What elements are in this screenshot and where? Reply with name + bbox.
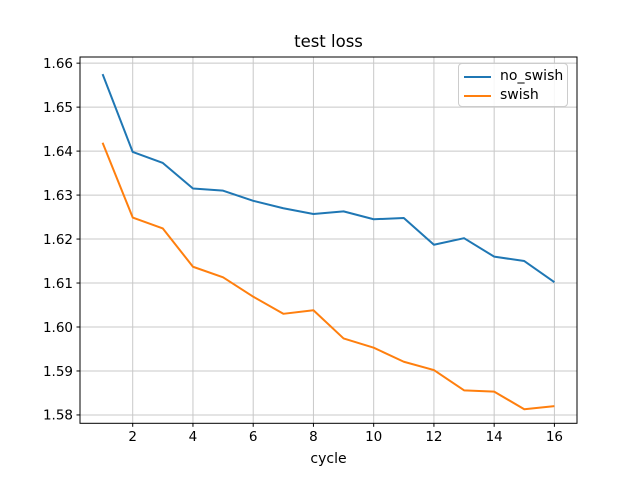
y-tick-label: 1.62 — [43, 232, 73, 248]
x-tick-label: 10 — [365, 429, 382, 445]
legend-label-no-swish: no_swish — [500, 68, 564, 84]
legend: no_swish swish — [458, 63, 568, 107]
series-line-swish — [101, 142, 555, 411]
legend-line-sample-swish — [464, 94, 491, 97]
x-tick-label: 8 — [309, 429, 318, 445]
y-tick-label: 1.64 — [43, 144, 73, 160]
x-axis-label: cycle — [310, 451, 347, 467]
x-tick-label: 4 — [189, 429, 198, 445]
x-tick-label: 2 — [128, 429, 137, 445]
y-tick-label: 1.61 — [43, 276, 73, 292]
y-tick-label: 1.66 — [43, 56, 73, 72]
y-tick-label: 1.58 — [43, 408, 73, 424]
legend-entry-no-swish: no_swish — [464, 67, 567, 86]
y-tick-label: 1.59 — [43, 364, 73, 380]
x-tick-label: 12 — [425, 429, 442, 445]
legend-entry-swish: swish — [464, 86, 567, 105]
y-tick-label: 1.60 — [43, 320, 73, 336]
plot-border — [79, 56, 578, 424]
x-tick-label: 16 — [546, 429, 563, 445]
legend-label-swish: swish — [500, 87, 539, 103]
x-tick-label: 14 — [486, 429, 503, 445]
chart-title: test loss — [294, 32, 363, 51]
series-line-no_swish — [101, 73, 555, 283]
legend-line-sample-no-swish — [464, 75, 491, 78]
y-tick-label: 1.65 — [43, 100, 73, 116]
y-tick-label: 1.63 — [43, 188, 73, 204]
x-tick-label: 6 — [249, 429, 258, 445]
